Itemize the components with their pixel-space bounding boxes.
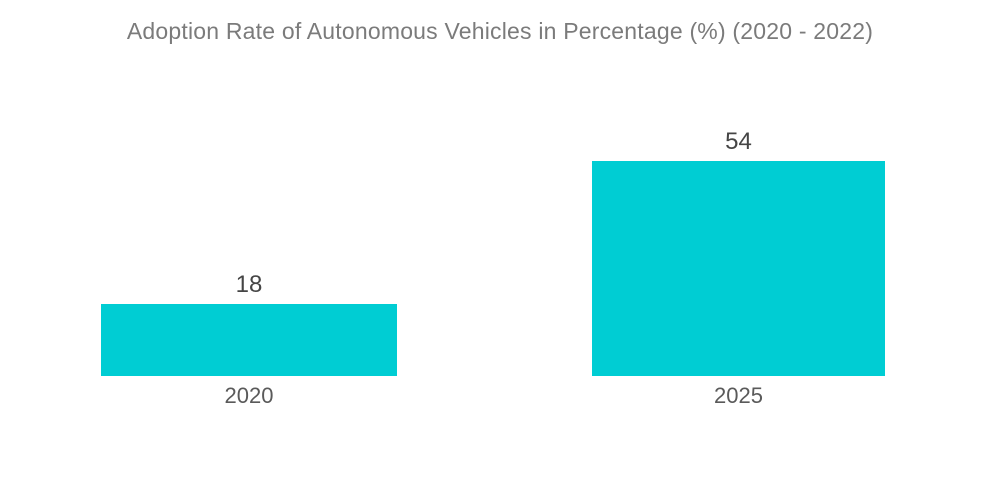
bar-2020	[101, 304, 397, 376]
chart-title: Adoption Rate of Autonomous Vehicles in …	[126, 18, 874, 44]
bar-group-2025: 54 2025	[592, 128, 885, 407]
category-label: 2020	[224, 383, 274, 408]
bar-value-label: 54	[725, 128, 752, 155]
bar-group-2020: 18 2020	[101, 271, 397, 407]
category-label: 2025	[714, 383, 763, 408]
bar-2025	[592, 161, 885, 376]
bar-value-label: 18	[235, 271, 263, 298]
